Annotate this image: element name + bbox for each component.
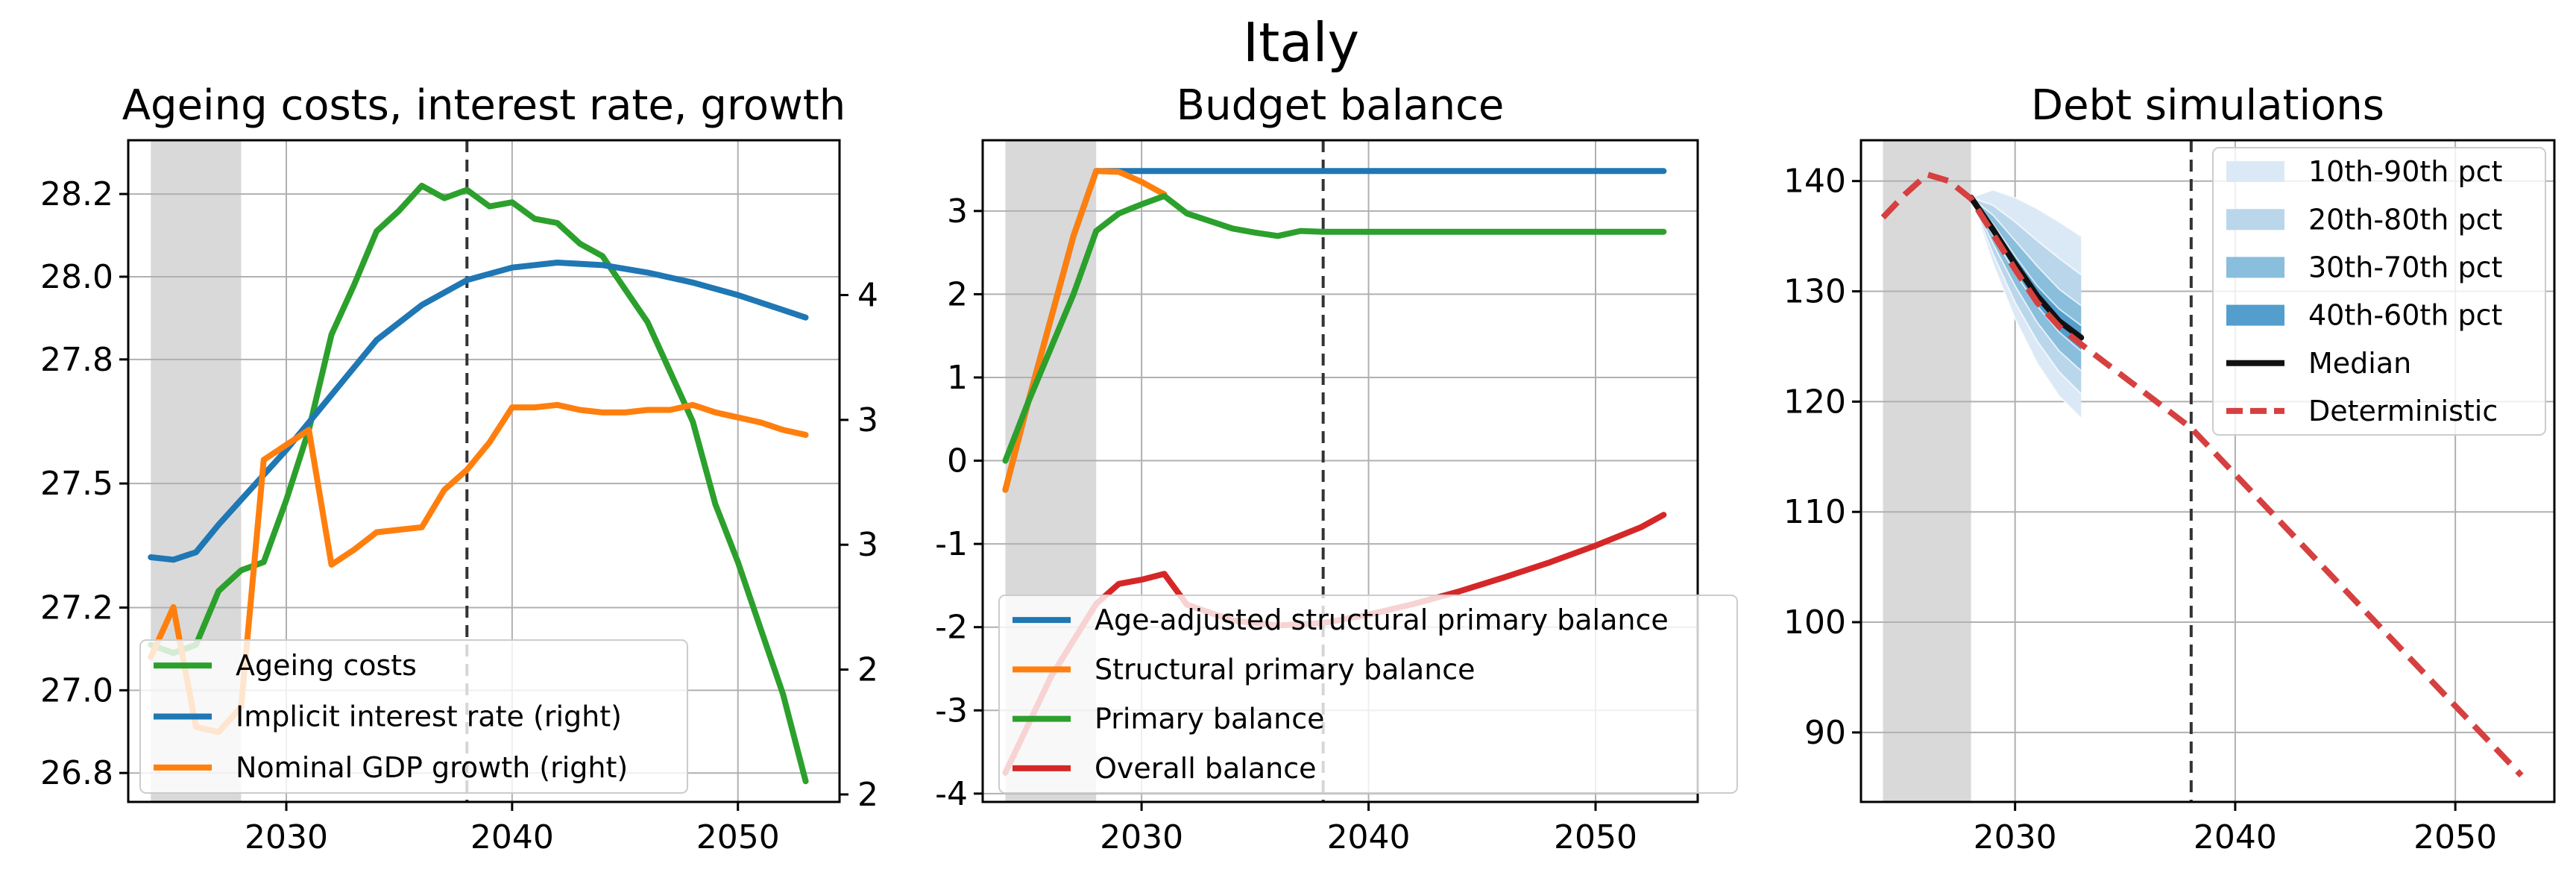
fan-band-edge <box>1970 197 2082 419</box>
legend-label: 30th-70th pct <box>2308 251 2502 283</box>
legend-box <box>2212 147 2546 436</box>
y2-tick-label: 2 <box>857 651 878 689</box>
y-tick-label: 130 <box>1783 273 1846 311</box>
fan-band-edge <box>1971 189 2082 237</box>
legend-label: Median <box>2308 347 2411 380</box>
y-tick-label: 100 <box>1783 603 1846 642</box>
x-tick-label: 2040 <box>2194 818 2277 856</box>
legend-label: Age-adjusted structural primary balance <box>1095 603 1669 636</box>
axes-frame <box>127 139 841 803</box>
y-tick-label: 110 <box>1783 493 1846 531</box>
fan-band-edge <box>1970 197 2082 395</box>
legend-label: 20th-80th pct <box>2308 203 2502 236</box>
fan-band-edge <box>1970 197 2082 371</box>
x-tick-label: 2040 <box>1327 818 1411 856</box>
y-tick-label: 2 <box>947 275 968 313</box>
y-tick-label: 120 <box>1783 383 1846 421</box>
y2-tick-label: 4 <box>857 277 878 315</box>
figure-suptitle: Italy <box>1243 11 1359 74</box>
y-tick-label: 28.2 <box>40 175 113 213</box>
y-tick-label: -3 <box>935 692 968 730</box>
plot-area <box>1880 140 2524 802</box>
axes-frame <box>981 139 1699 803</box>
y-tick-label: 90 <box>1804 714 1846 752</box>
legend-swatch <box>2226 209 2284 231</box>
legend-label: 10th-90th pct <box>2308 155 2502 188</box>
x-tick-label: 2050 <box>696 818 780 856</box>
legend-label: Deterministic <box>2308 395 2498 427</box>
series-line <box>148 182 809 785</box>
x-tick-label: 2030 <box>245 818 328 856</box>
legend-swatch <box>2226 257 2284 278</box>
panel-3: Debt simulations 2030 2040 2050 90 100 110 120 1… <box>1783 81 2556 856</box>
y-tick-label: -4 <box>935 775 968 813</box>
legend-label: Nominal GDP growth (right) <box>236 751 628 784</box>
y2-tick-label: 3 <box>857 401 878 439</box>
y-tick-label: 140 <box>1783 163 1846 201</box>
x-tick-label: 2030 <box>1974 818 2057 856</box>
y-tick-label: 27.8 <box>40 341 113 379</box>
y-tick-label: 0 <box>947 442 968 480</box>
y-tick-label: 27.0 <box>40 671 113 709</box>
y-tick-label: -2 <box>935 609 968 647</box>
series-line <box>148 260 809 563</box>
legend: 10th-90th pct 20th-80th pct 30th-70th pct 4… <box>2212 147 2546 436</box>
series-line <box>1880 171 2524 778</box>
legend-label: 40th-60th pct <box>2308 299 2502 332</box>
panel-title: Debt simulations <box>2031 81 2384 130</box>
legend-swatch <box>2226 304 2284 326</box>
x-tick-label: 2030 <box>1100 818 1183 856</box>
fan-band-edge <box>1971 196 2082 276</box>
axes-frame <box>1859 139 2556 803</box>
y-tick-label: 27.5 <box>40 465 113 503</box>
y-tick-label: 27.2 <box>40 589 113 627</box>
y-tick-label: 26.8 <box>40 754 113 792</box>
y2-tick-label: 3 <box>857 526 878 564</box>
panel-title: Ageing costs, interest rate, growth <box>122 81 846 130</box>
y-tick-label: 28.0 <box>40 258 113 296</box>
legend-box <box>139 639 688 794</box>
x-tick-label: 2050 <box>1554 818 1637 856</box>
panel-title: Budget balance <box>1177 81 1505 130</box>
legend-label: Overall balance <box>1095 752 1317 785</box>
y-tick-label: 3 <box>947 192 968 231</box>
series-line <box>148 401 809 736</box>
legend: Age-adjusted structural primary balance S… <box>998 595 1738 794</box>
y-tick-label: 1 <box>947 359 968 397</box>
y2-tick-label: 2 <box>857 776 878 814</box>
legend-label: Primary balance <box>1095 703 1325 736</box>
x-tick-label: 2040 <box>470 818 554 856</box>
series-line <box>1002 168 1667 493</box>
legend-label: Ageing costs <box>236 649 417 682</box>
panel-1: Ageing costs, interest rate, growth 2030 2… <box>40 81 878 856</box>
shaded-region <box>1883 140 1971 802</box>
panel-2: Budget balance 2030 2040 2050 -4 -3 -2 -1 0 1 2 3 Ag… <box>935 81 1738 856</box>
legend-swatch <box>2226 161 2284 183</box>
legend-box <box>998 595 1738 794</box>
fan-band-edge <box>1970 197 2082 307</box>
legend-label: Structural primary balance <box>1095 653 1476 686</box>
legend-label: Implicit interest rate (right) <box>236 700 622 733</box>
y-tick-label: -1 <box>935 525 968 563</box>
x-tick-label: 2050 <box>2413 818 2497 856</box>
panels: Ageing costs, interest rate, growth 2030 2… <box>40 81 2556 856</box>
series-line <box>1002 192 1667 464</box>
legend: Ageing costs Implicit interest rate (righ… <box>139 639 688 794</box>
